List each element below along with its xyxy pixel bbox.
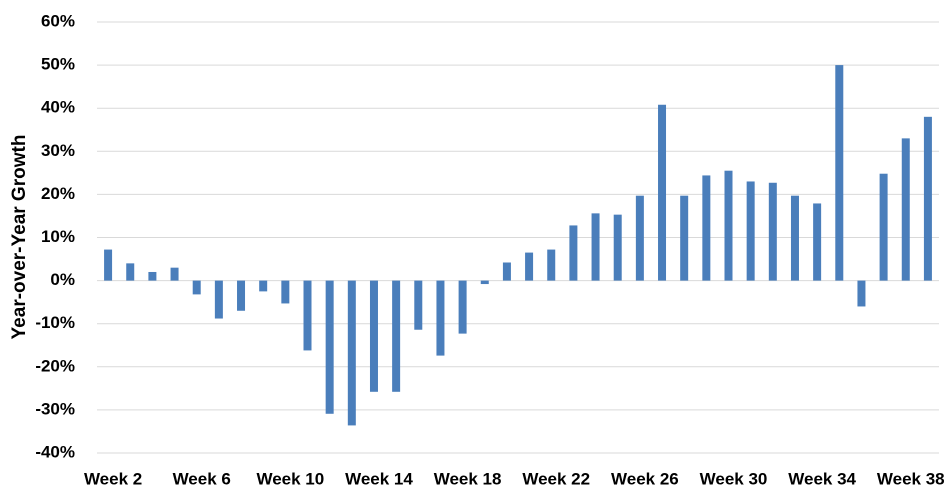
bar: [525, 252, 534, 281]
bar: [414, 280, 423, 330]
bar: [547, 249, 556, 281]
bar: [569, 225, 578, 281]
bar: [237, 280, 246, 311]
bar: [502, 262, 511, 281]
bar: [480, 280, 489, 285]
bar: [303, 280, 312, 351]
bar: [724, 170, 733, 281]
bar: [104, 249, 113, 281]
y-tick-label: 30%: [41, 141, 75, 160]
x-tick-label: Week 18: [434, 469, 502, 488]
x-tick-label: Week 2: [84, 469, 142, 488]
bar: [281, 280, 290, 304]
x-tick-label: Week 10: [256, 469, 324, 488]
x-tick-label: Week 38: [877, 469, 944, 488]
bar: [325, 280, 334, 414]
bar: [901, 138, 910, 281]
bar: [392, 280, 401, 392]
y-tick-label: 50%: [41, 55, 75, 74]
bar: [746, 181, 755, 281]
bar: [879, 173, 888, 281]
bar: [857, 280, 866, 307]
bar: [214, 280, 223, 319]
bar: [436, 280, 445, 356]
y-tick-label: 60%: [41, 11, 75, 30]
bar: [126, 263, 135, 281]
bar: [192, 280, 201, 295]
bar: [923, 116, 932, 281]
bar: [347, 280, 356, 426]
bar: [458, 280, 467, 334]
bar: [259, 280, 268, 292]
bar: [635, 195, 644, 281]
bar: [591, 213, 600, 281]
bar: [148, 271, 157, 281]
bar: [369, 280, 378, 392]
x-tick-label: Week 30: [700, 469, 768, 488]
y-tick-label: 20%: [41, 184, 75, 203]
y-tick-label: -20%: [35, 356, 75, 375]
bar: [768, 182, 777, 281]
bar: [613, 214, 622, 281]
bar: [835, 65, 844, 281]
y-tick-label: 0%: [50, 270, 75, 289]
y-tick-label: 10%: [41, 227, 75, 246]
y-tick-label: -40%: [35, 442, 75, 461]
y-tick-label: 40%: [41, 98, 75, 117]
y-tick-label: -30%: [35, 399, 75, 418]
x-tick-label: Week 22: [522, 469, 590, 488]
bar: [702, 175, 711, 281]
x-tick-label: Week 14: [345, 469, 413, 488]
y-tick-label: -10%: [35, 313, 75, 332]
bar: [170, 267, 179, 281]
bar: [790, 195, 799, 281]
bar: [680, 195, 689, 281]
x-tick-label: Week 6: [173, 469, 231, 488]
x-tick-label: Week 26: [611, 469, 679, 488]
bar: [658, 104, 667, 281]
bar: [813, 203, 822, 281]
x-tick-label: Week 34: [788, 469, 856, 488]
y-axis-label: Year-over-Year Growth: [9, 135, 30, 340]
